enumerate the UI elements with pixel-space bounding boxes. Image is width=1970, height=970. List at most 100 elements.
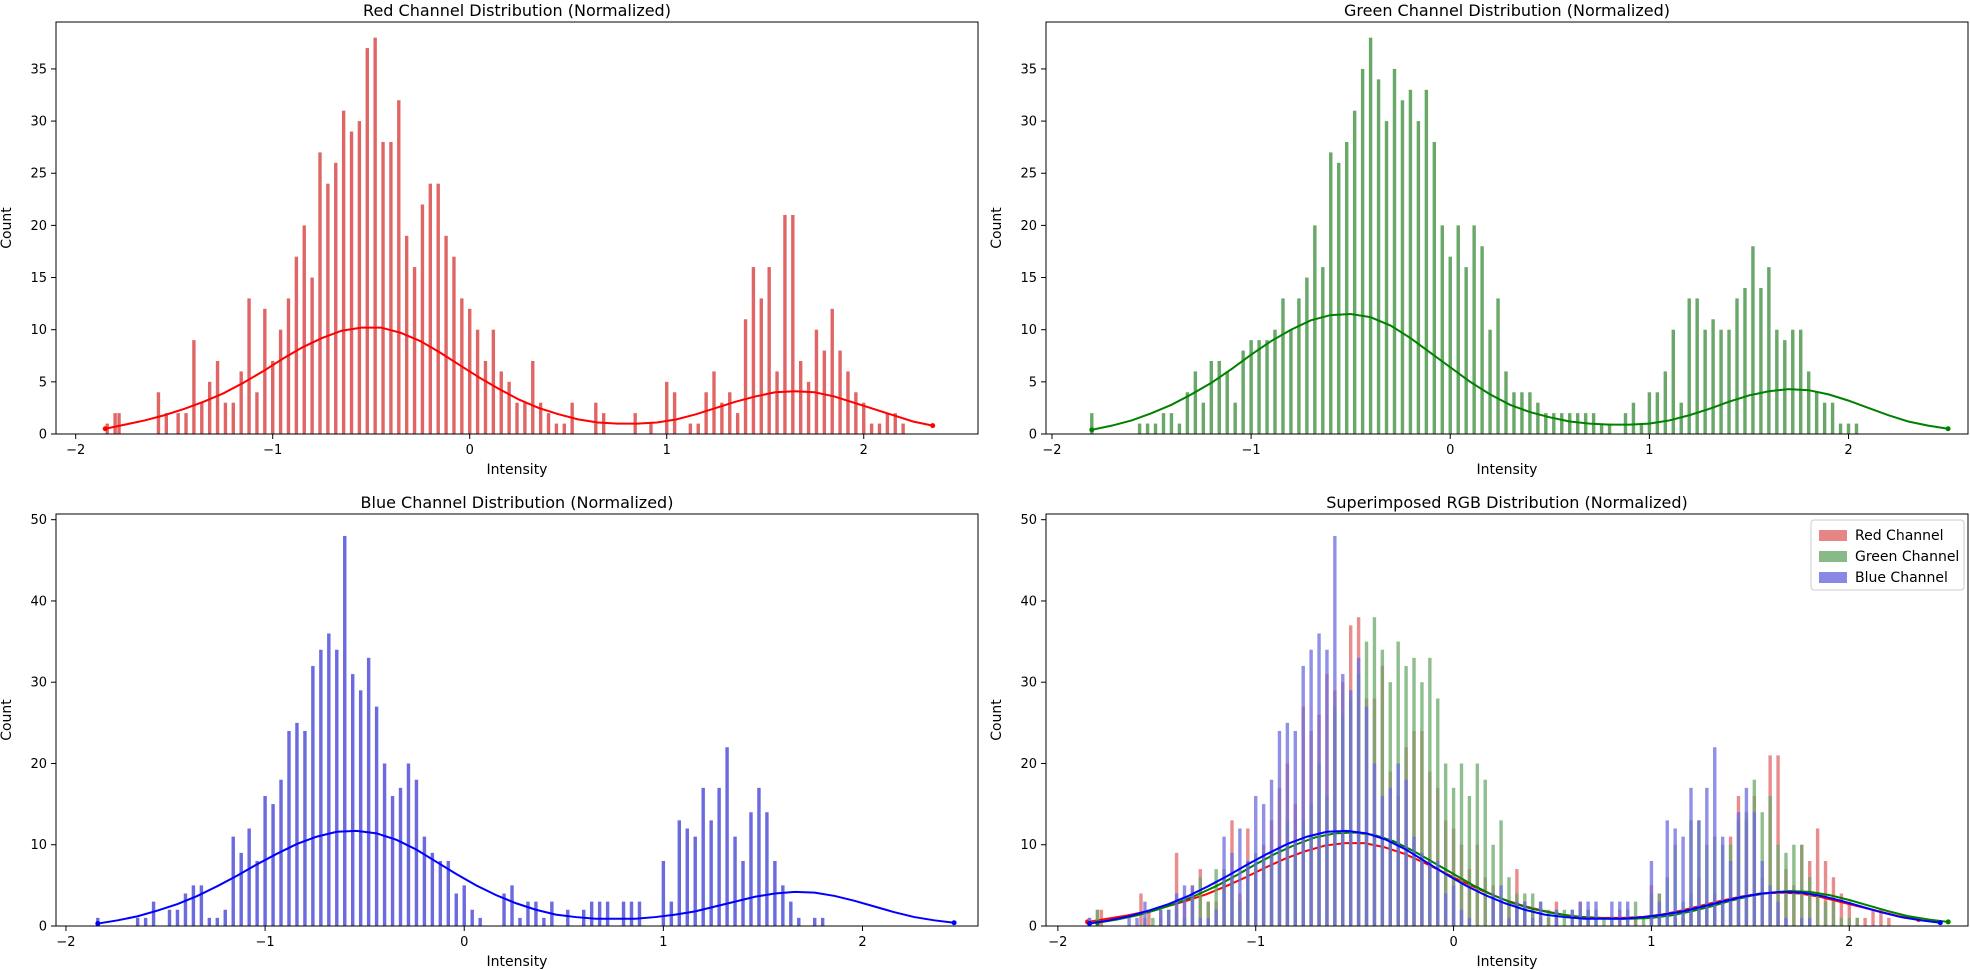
histogram-bar (542, 917, 546, 926)
histogram-bar (1594, 901, 1598, 926)
histogram-bar (231, 402, 235, 434)
histogram-bar (733, 836, 737, 926)
histogram-bar (1847, 917, 1851, 926)
x-tick-label: 2 (1844, 443, 1852, 458)
y-tick-label: 10 (30, 838, 47, 853)
histogram-bar (1784, 917, 1788, 926)
kde-line (97, 829, 955, 925)
histogram-bar (1269, 779, 1274, 926)
histogram-bar (1135, 917, 1139, 926)
histogram-bar (151, 901, 156, 926)
histogram-bar (1352, 110, 1357, 434)
histogram-bar (1225, 371, 1229, 434)
histogram-bar (1815, 893, 1820, 926)
y-tick-label: 40 (1020, 594, 1037, 609)
histogram-bar (1776, 755, 1780, 926)
histogram-bar (1459, 909, 1464, 926)
histogram-bar (1823, 901, 1828, 926)
histogram-bar (475, 329, 480, 434)
histogram-bar (901, 423, 905, 434)
histogram-bar (1767, 267, 1771, 434)
histogram-bar (1380, 649, 1385, 926)
histogram-bar (1206, 901, 1210, 926)
y-axis-label: Count (0, 207, 15, 249)
histogram-bar (326, 183, 330, 434)
histogram-bar (483, 360, 488, 434)
histogram-bar (806, 381, 811, 434)
histogram-bar (1467, 917, 1472, 926)
histogram-bar (1198, 917, 1203, 926)
y-tick-label: 5 (39, 375, 47, 390)
histogram-bar (797, 917, 801, 926)
histogram-bar (1871, 909, 1875, 926)
histogram-bar (1679, 402, 1683, 434)
histogram-bar (783, 214, 787, 434)
x-tick-label: −1 (1246, 935, 1265, 950)
histogram-bar (1348, 690, 1353, 926)
x-tick-label: 0 (1446, 443, 1454, 458)
histogram-bar (239, 852, 243, 926)
histogram-bar (1436, 860, 1440, 926)
histogram-bar (743, 319, 748, 434)
histogram-bar (286, 298, 291, 434)
histogram-bar (1599, 423, 1604, 434)
axes-frame (55, 513, 979, 927)
histogram-bar (701, 787, 705, 926)
histogram-bar (1400, 100, 1405, 434)
histogram-bar (799, 360, 803, 434)
histogram-bar (117, 413, 121, 434)
legend-label: Blue Channel (1855, 570, 1948, 586)
histogram-bar (444, 235, 448, 434)
histogram-bar (1325, 649, 1329, 926)
x-tick-label: −2 (1042, 443, 1061, 458)
histogram-bar (1735, 298, 1739, 434)
histogram-bar (1528, 392, 1532, 434)
histogram-bar (1631, 402, 1636, 434)
axes-frame (55, 21, 979, 435)
histogram-bar (491, 329, 496, 434)
histogram-bar (1285, 722, 1290, 926)
histogram-bar (1214, 909, 1218, 926)
histogram-bar (294, 256, 299, 434)
histogram-bar (1887, 917, 1891, 926)
histogram-bar (781, 885, 785, 926)
x-tick-label: −2 (1048, 935, 1067, 950)
histogram-bar (184, 413, 188, 434)
histogram-bar (1655, 392, 1660, 434)
histogram-bar (589, 901, 594, 926)
histogram-bar (1193, 371, 1198, 434)
histogram-bar (1305, 277, 1309, 434)
kde-marker (1087, 921, 1093, 926)
histogram-bar (374, 706, 379, 926)
histogram-bar (1720, 836, 1725, 926)
y-tick-label: 20 (1020, 219, 1037, 234)
histogram-bar (327, 633, 331, 926)
histogram-bar (1799, 329, 1803, 434)
histogram-bar (302, 225, 306, 434)
histogram-bar (1759, 287, 1763, 434)
x-tick-label: 2 (858, 935, 866, 950)
histogram-bar (749, 812, 753, 926)
histogram-bar (1420, 852, 1424, 926)
histogram-bar (1822, 402, 1827, 434)
histogram-bar (1491, 893, 1495, 926)
histogram-bar (1515, 901, 1519, 926)
histogram-bar (192, 340, 196, 434)
histogram-bar (1713, 747, 1717, 926)
histogram-bar (502, 893, 506, 926)
histogram-bar (1633, 901, 1638, 926)
histogram-bar (438, 860, 443, 926)
histogram-bar (1261, 804, 1266, 926)
histogram-bar (1641, 917, 1646, 926)
histogram-bar (775, 371, 779, 434)
histogram-bar (358, 690, 363, 926)
histogram-bar (862, 402, 866, 434)
histogram-bar (247, 298, 251, 434)
kde-line (1091, 313, 1949, 431)
histogram-bar (1743, 287, 1747, 434)
histogram-bar (854, 392, 858, 434)
chart-title: Green Channel Distribution (Normalized) (1344, 1, 1670, 20)
kde-marker (95, 921, 101, 926)
histogram-bar (696, 423, 700, 434)
histogram-bar (1846, 423, 1851, 434)
